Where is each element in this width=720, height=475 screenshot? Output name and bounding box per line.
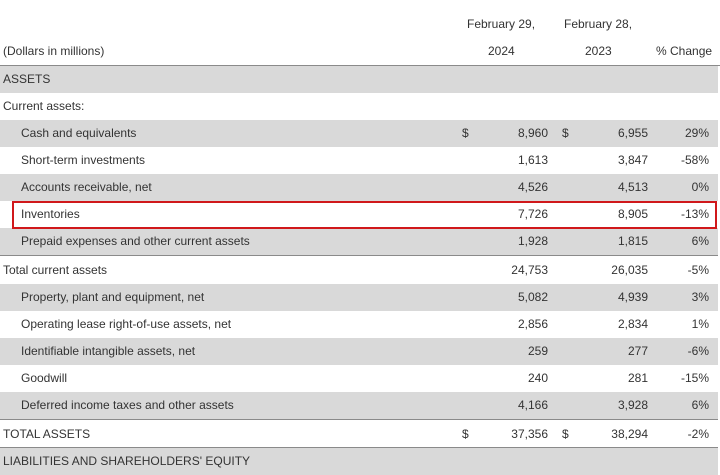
row-label: Cash and equivalents bbox=[21, 126, 137, 140]
pct-change: -13% bbox=[680, 207, 709, 221]
total-row: Total current assets 24,753 26,035 -5% bbox=[0, 255, 718, 284]
pct-change: 1% bbox=[691, 317, 709, 331]
value-2024: 4,166 bbox=[517, 398, 548, 412]
value-2023: 1,815 bbox=[617, 234, 648, 248]
units-label: (Dollars in millions) bbox=[3, 44, 105, 58]
value-2024: 1,928 bbox=[517, 234, 548, 248]
pct-change: -2% bbox=[687, 427, 709, 441]
row-label: Short-term investments bbox=[21, 153, 146, 167]
table-header: February 29, 2024 February 28, 2023 (Dol… bbox=[0, 0, 720, 66]
section-liabilities-row: LIABILITIES AND SHAREHOLDERS' EQUITY bbox=[0, 448, 718, 475]
row-label: TOTAL ASSETS bbox=[3, 427, 91, 441]
value-2024: 37,356 bbox=[511, 427, 548, 441]
pct-change: -6% bbox=[687, 344, 709, 358]
value-2023: 277 bbox=[627, 344, 648, 358]
pct-change-header: % Change bbox=[656, 44, 713, 58]
value-2023: 3,928 bbox=[617, 398, 648, 412]
row-label: ASSETS bbox=[3, 72, 51, 86]
value-2023: 3,847 bbox=[617, 153, 648, 167]
row-label: Deferred income taxes and other assets bbox=[21, 398, 234, 412]
row-label: Prepaid expenses and other current asset… bbox=[21, 234, 250, 248]
table-row: Accounts receivable, net 4,526 4,513 0% bbox=[0, 174, 718, 201]
row-label: Property, plant and equipment, net bbox=[21, 290, 205, 304]
value-2024: 2,856 bbox=[517, 317, 548, 331]
value-2024: 240 bbox=[527, 371, 548, 385]
dollar-sign: $ bbox=[462, 126, 469, 140]
col-2024-year: 2024 bbox=[488, 44, 515, 58]
pct-change: 29% bbox=[684, 126, 709, 140]
value-2023: 4,513 bbox=[617, 180, 648, 194]
table-row: Cash and equivalents $ 8,960 $ 6,955 29% bbox=[0, 120, 718, 147]
table-row: Operating lease right-of-use assets, net… bbox=[0, 311, 718, 338]
pct-change: -15% bbox=[680, 371, 709, 385]
pct-change: 6% bbox=[691, 398, 709, 412]
row-label: Identifiable intangible assets, net bbox=[21, 344, 196, 358]
value-2024: 24,753 bbox=[511, 263, 548, 277]
total-assets-row: TOTAL ASSETS $ 37,356 $ 38,294 -2% bbox=[0, 419, 718, 448]
value-2023: 4,939 bbox=[617, 290, 648, 304]
table-row: Identifiable intangible assets, net 259 … bbox=[0, 338, 718, 365]
pct-change: -5% bbox=[687, 263, 709, 277]
table-row: Property, plant and equipment, net 5,082… bbox=[0, 284, 718, 311]
row-label: Inventories bbox=[21, 207, 80, 221]
value-2023: 26,035 bbox=[611, 263, 648, 277]
value-2024: 5,082 bbox=[517, 290, 548, 304]
col-2023-date: February 28, bbox=[564, 17, 633, 31]
pct-change: 3% bbox=[691, 290, 709, 304]
value-2023: 38,294 bbox=[611, 427, 648, 441]
value-2024: 1,613 bbox=[517, 153, 548, 167]
value-2024: 8,960 bbox=[517, 126, 548, 140]
value-2023: 6,955 bbox=[617, 126, 648, 140]
table-row: Deferred income taxes and other assets 4… bbox=[0, 392, 718, 419]
value-2023: 2,834 bbox=[617, 317, 648, 331]
dollar-sign: $ bbox=[562, 126, 569, 140]
row-label: Goodwill bbox=[21, 371, 68, 385]
row-label: Current assets: bbox=[3, 99, 85, 113]
table-row: Goodwill 240 281 -15% bbox=[0, 365, 718, 392]
table-row: Short-term investments 1,613 3,847 -58% bbox=[0, 147, 718, 174]
value-2023: 281 bbox=[627, 371, 648, 385]
row-label: Operating lease right-of-use assets, net bbox=[21, 317, 232, 331]
value-2023: 8,905 bbox=[617, 207, 648, 221]
value-2024: 7,726 bbox=[517, 207, 548, 221]
pct-change: 6% bbox=[691, 234, 709, 248]
section-assets-row: ASSETS bbox=[0, 66, 718, 93]
value-2024: 4,526 bbox=[517, 180, 548, 194]
dollar-sign: $ bbox=[462, 427, 469, 441]
table-row: Inventories 7,726 8,905 -13% bbox=[0, 201, 718, 228]
dollar-sign: $ bbox=[562, 427, 569, 441]
row-label: Total current assets bbox=[3, 263, 108, 277]
current-assets-heading-row: Current assets: bbox=[0, 93, 718, 120]
pct-change: -58% bbox=[680, 153, 709, 167]
row-label: LIABILITIES AND SHAREHOLDERS' EQUITY bbox=[3, 454, 251, 468]
table-row: Prepaid expenses and other current asset… bbox=[0, 228, 718, 255]
col-2024-date: February 29, bbox=[467, 17, 536, 31]
value-2024: 259 bbox=[527, 344, 548, 358]
pct-change: 0% bbox=[691, 180, 709, 194]
row-label: Accounts receivable, net bbox=[21, 180, 152, 194]
col-2023-year: 2023 bbox=[585, 44, 612, 58]
